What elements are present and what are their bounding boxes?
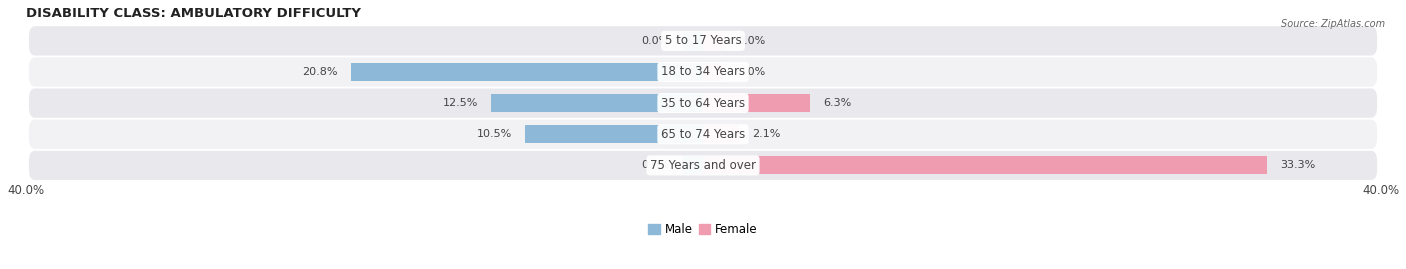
Bar: [683, 32, 703, 50]
Text: 65 to 74 Years: 65 to 74 Years: [661, 128, 745, 141]
Text: 0.0%: 0.0%: [737, 67, 765, 77]
Text: 6.3%: 6.3%: [824, 98, 852, 108]
Text: 33.3%: 33.3%: [1281, 160, 1316, 170]
Text: 0.0%: 0.0%: [641, 160, 669, 170]
Text: 18 to 34 Years: 18 to 34 Years: [661, 65, 745, 79]
Legend: Male, Female: Male, Female: [644, 218, 762, 240]
Bar: [703, 156, 1267, 174]
Bar: [350, 63, 703, 81]
Bar: [703, 63, 723, 81]
Text: 2.1%: 2.1%: [752, 129, 780, 139]
Text: 35 to 64 Years: 35 to 64 Years: [661, 97, 745, 110]
Bar: [703, 32, 723, 50]
Bar: [683, 156, 703, 174]
FancyBboxPatch shape: [30, 151, 1376, 180]
Text: 0.0%: 0.0%: [737, 36, 765, 46]
Text: Source: ZipAtlas.com: Source: ZipAtlas.com: [1281, 19, 1385, 29]
FancyBboxPatch shape: [30, 26, 1376, 55]
Text: 0.0%: 0.0%: [641, 36, 669, 46]
FancyBboxPatch shape: [30, 89, 1376, 118]
Text: 12.5%: 12.5%: [443, 98, 478, 108]
Text: 20.8%: 20.8%: [302, 67, 337, 77]
FancyBboxPatch shape: [30, 57, 1376, 87]
Bar: [526, 125, 703, 143]
FancyBboxPatch shape: [30, 120, 1376, 149]
Bar: [703, 94, 810, 112]
Bar: [491, 94, 703, 112]
Text: 75 Years and over: 75 Years and over: [650, 159, 756, 172]
Text: 5 to 17 Years: 5 to 17 Years: [665, 34, 741, 47]
Text: 10.5%: 10.5%: [477, 129, 512, 139]
Bar: [703, 125, 738, 143]
Text: DISABILITY CLASS: AMBULATORY DIFFICULTY: DISABILITY CLASS: AMBULATORY DIFFICULTY: [25, 7, 360, 20]
